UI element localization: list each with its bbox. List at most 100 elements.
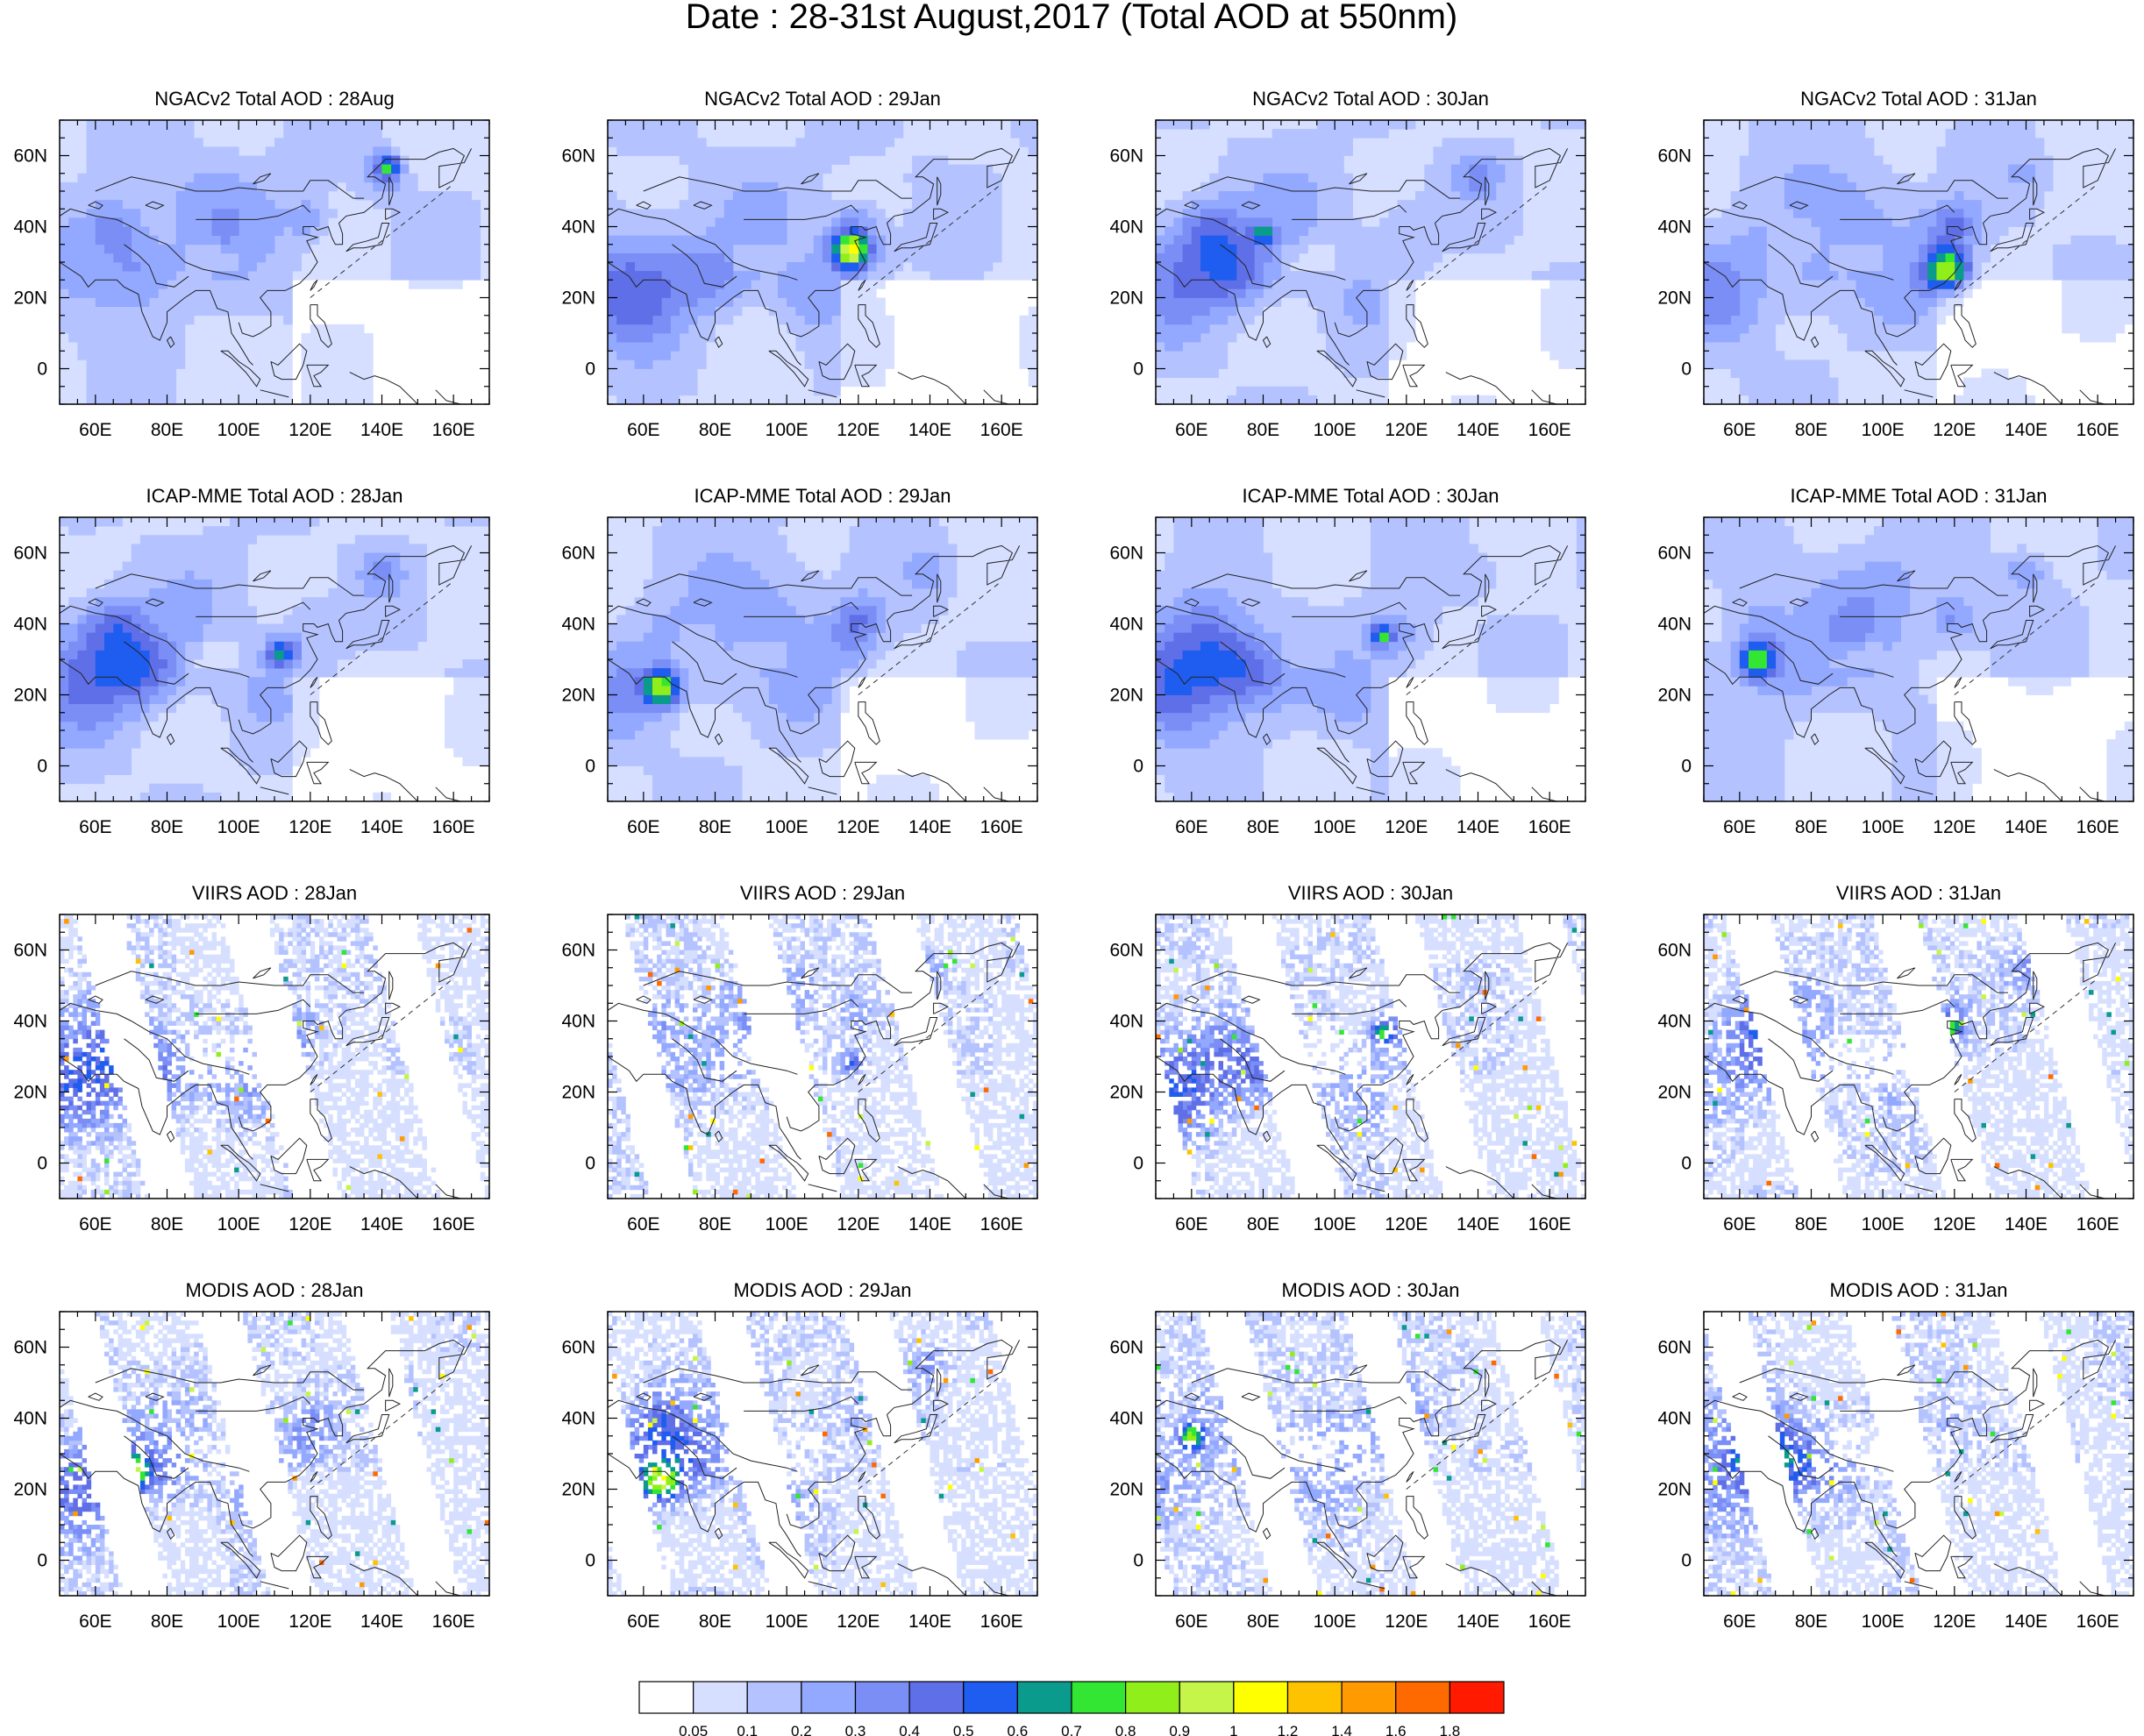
lon-tick-label: 60E — [627, 420, 659, 440]
aod-level-6 — [64, 1047, 114, 1092]
aod-field — [1704, 120, 2133, 404]
lat-tick-label: 60N — [561, 941, 595, 961]
lon-tick-label: 140E — [1457, 1214, 1499, 1234]
coastline — [1156, 942, 1569, 1199]
aod-level-5 — [1919, 217, 1973, 281]
lon-tick-label: 60E — [627, 1611, 659, 1632]
aod-level-6 — [849, 1061, 855, 1066]
lon-tick-label: 80E — [1247, 420, 1279, 440]
lon-tick-label: 80E — [1795, 817, 1827, 837]
aod-level-2 — [60, 1312, 481, 1596]
lat-tick-label: 40N — [561, 615, 595, 635]
boundary-line — [310, 1375, 454, 1490]
lat-tick-label: 40N — [1109, 615, 1143, 635]
lat-tick-label: 60N — [561, 1338, 595, 1358]
panel-title: MODIS AOD : 31Jan — [1830, 1279, 2008, 1301]
lon-tick-label: 140E — [360, 420, 403, 440]
aod-level-2 — [1156, 914, 1585, 1199]
coastline — [1704, 544, 2117, 801]
colorbar-swatch — [1449, 1681, 1505, 1714]
aod-level-4 — [1717, 958, 2031, 1088]
coastline — [1156, 1339, 1569, 1596]
map-panel: VIIRS AOD : 29Jan 60E 80E 100E 120E 140E 160E 6… — [561, 882, 1038, 1234]
lat-tick-label: 0 — [1681, 757, 1692, 777]
coastline — [60, 147, 473, 404]
lon-tick-label: 160E — [1528, 1214, 1571, 1234]
colorbar-swatch — [908, 1681, 965, 1714]
lon-tick-label: 120E — [288, 1214, 331, 1234]
boundary-line — [310, 978, 454, 1092]
lat-tick-label: 60N — [561, 544, 595, 564]
aod-field — [60, 1312, 489, 1596]
panel-title: ICAP-MME Total AOD : 29Jan — [694, 485, 951, 507]
map-panel: NGACv2 Total AOD : 28Aug 60E 80E 100E 120E 14… — [13, 88, 490, 440]
lat-tick-label: 0 — [37, 1551, 47, 1571]
panel-title: ICAP-MME Total AOD : 30Jan — [1242, 485, 1499, 507]
aod-field — [1704, 1312, 2133, 1596]
lon-tick-label: 60E — [79, 1611, 111, 1632]
lat-tick-label: 20N — [13, 1083, 47, 1103]
colorbar-label: 0.7 — [1061, 1723, 1082, 1736]
aod-level-6 — [1749, 1029, 1758, 1040]
lat-tick-label: 0 — [585, 359, 595, 380]
lat-tick-label: 0 — [585, 1154, 595, 1174]
coastline — [1704, 942, 2117, 1199]
aod-level-1 — [1156, 120, 1585, 404]
aod-level-4 — [1739, 597, 1955, 687]
map-panel: VIIRS AOD : 30Jan 60E 80E 100E 120E 140E 160E 6… — [1109, 882, 1586, 1234]
boundary-line — [1406, 1375, 1550, 1490]
lon-tick-label: 160E — [432, 420, 475, 440]
lon-tick-label: 80E — [151, 817, 183, 837]
lon-tick-label: 120E — [1933, 420, 1976, 440]
lat-tick-label: 0 — [1681, 1551, 1692, 1571]
boundary-line — [858, 978, 1002, 1092]
lat-tick-label: 40N — [561, 1409, 595, 1429]
lon-tick-label: 160E — [980, 1214, 1023, 1234]
aod-level-5 — [60, 1444, 163, 1517]
lat-tick-label: 20N — [1109, 288, 1143, 309]
panel-title: VIIRS AOD : 29Jan — [740, 882, 905, 904]
boundary-line — [858, 1375, 1002, 1490]
lat-tick-label: 40N — [1109, 1012, 1143, 1032]
aod-level-2 — [60, 914, 489, 1199]
lat-tick-label: 0 — [1133, 359, 1143, 380]
aod-level-13 — [674, 967, 1029, 1168]
lon-tick-label: 100E — [766, 817, 808, 837]
lat-tick-label: 20N — [1657, 1480, 1692, 1500]
lat-tick-label: 20N — [13, 686, 47, 706]
aod-field — [60, 914, 489, 1199]
lat-tick-label: 0 — [1681, 359, 1692, 380]
aod-level-5 — [60, 1029, 167, 1111]
lon-tick-label: 60E — [1175, 817, 1207, 837]
aod-level-4 — [60, 561, 392, 731]
aod-level-6 — [1169, 1025, 1393, 1097]
colorbar-swatch — [1286, 1681, 1343, 1714]
aod-level-2 — [1704, 914, 2130, 1199]
aod-field — [608, 914, 1037, 1199]
boundary-line — [1954, 978, 2098, 1092]
aod-level-1 — [1704, 914, 2133, 1199]
map-panel: ICAP-MME Total AOD : 31Jan 60E 80E 100E 120E… — [1657, 485, 2134, 837]
lon-tick-label: 160E — [2076, 817, 2119, 837]
lon-tick-label: 160E — [432, 817, 475, 837]
lon-tick-label: 60E — [627, 817, 659, 837]
panel-title: MODIS AOD : 29Jan — [734, 1279, 912, 1301]
lat-tick-label: 40N — [13, 1409, 47, 1429]
lat-tick-label: 20N — [1657, 1083, 1692, 1103]
lon-tick-label: 80E — [1795, 1214, 1827, 1234]
lon-tick-label: 140E — [360, 1214, 403, 1234]
lon-tick-label: 60E — [627, 1214, 659, 1234]
lat-tick-label: 0 — [1133, 1551, 1143, 1571]
aod-field — [1704, 914, 2133, 1199]
aod-level-6 — [1200, 235, 1273, 281]
lon-tick-label: 140E — [1457, 420, 1499, 440]
lon-tick-label: 120E — [837, 420, 880, 440]
colorbar-label: 0.3 — [845, 1723, 866, 1736]
lon-tick-label: 140E — [2005, 420, 2048, 440]
lon-tick-label: 140E — [908, 1611, 951, 1632]
colorbar-label: 1.4 — [1331, 1723, 1352, 1736]
aod-field — [60, 517, 489, 801]
boundary-line — [1954, 1375, 2098, 1490]
lon-tick-label: 140E — [908, 817, 951, 837]
lon-tick-label: 120E — [288, 1611, 331, 1632]
